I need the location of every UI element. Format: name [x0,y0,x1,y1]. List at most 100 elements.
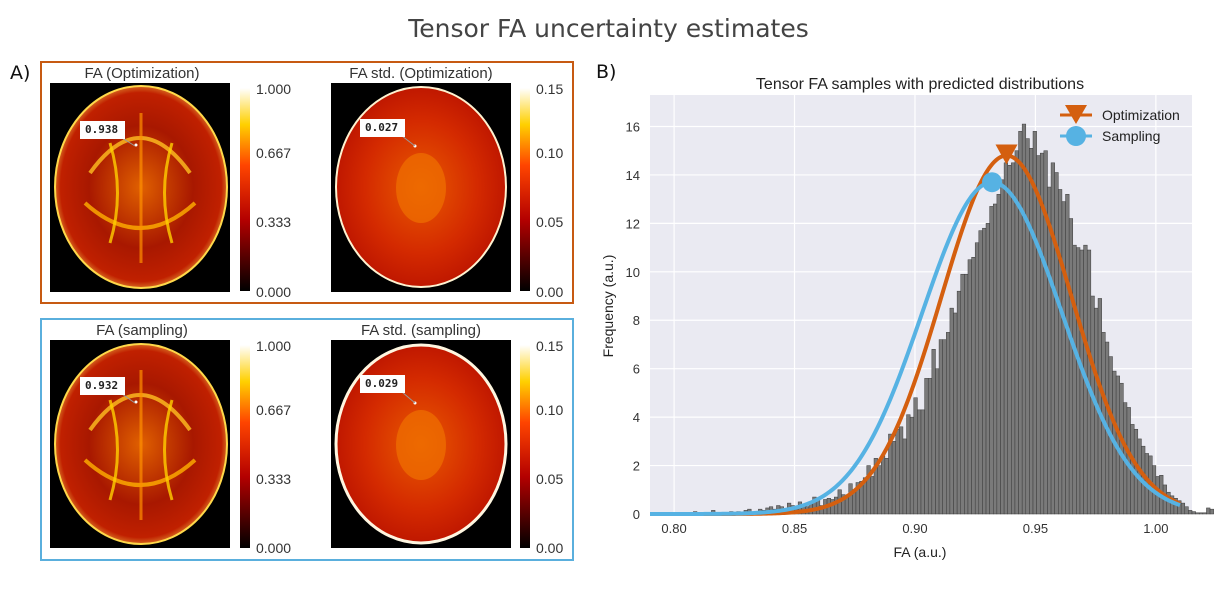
opt-fa-tick: 0.333 [256,214,292,230]
sampling-frame [40,318,574,561]
histogram-bar [859,481,864,515]
y-tick-label: 12 [626,216,640,231]
histogram-bar [971,257,976,515]
histogram-bar [1036,155,1041,515]
histogram-bar [899,426,904,515]
histogram-bar [989,206,994,515]
histogram-bar [1170,495,1175,515]
histogram-bar [906,414,911,515]
histogram-bar [750,512,756,515]
histogram-bar [902,438,907,515]
histogram-bar [953,312,958,515]
histogram-bar [1097,298,1102,515]
histogram-bar [935,368,940,515]
opt-std-tick: 0.10 [536,145,564,161]
histogram-bar [1195,512,1200,515]
smp-fa-image [50,340,230,548]
histogram-bar [1159,474,1164,515]
histogram-bar [1112,370,1117,515]
y-tick-label: 10 [626,265,640,280]
histogram-bar [1202,512,1207,515]
smp-std-image [331,340,511,548]
histogram-bar [805,506,810,515]
histogram-bar [1011,162,1016,515]
smp-std-callout [360,375,416,404]
histogram-bar [1083,244,1088,515]
smp-fa-title: FA (sampling) [96,322,188,339]
histogram-bar [830,499,835,515]
histogram-bar [855,482,860,515]
histogram-bar [768,506,774,515]
histogram-bar [783,508,788,515]
histogram-bar [841,494,846,515]
histogram-bar [1137,438,1142,515]
histogram-bar [1148,455,1153,515]
y-tick-label: 8 [633,313,640,328]
histogram-bar [881,455,886,515]
histogram-bar [1198,512,1204,515]
histogram-bar [946,332,951,515]
histogram-bar [1188,510,1193,515]
histogram-bar [848,483,853,515]
smp-std-tick: 0.15 [536,338,564,354]
optimization-frame [40,61,574,304]
opt-fa-image [50,83,230,292]
legend-label: Sampling [1102,128,1160,144]
opt-fa-title: FA (Optimization) [84,65,200,82]
histogram-bar [1094,307,1099,515]
histogram-bar [1206,507,1211,515]
histogram-bar [924,378,929,515]
histogram-bar [1184,506,1189,515]
smp-std-tick: 0.10 [536,402,564,418]
histogram-bar [1000,179,1005,515]
histogram-bar [776,505,781,515]
histogram-bar [942,339,947,515]
smp-fa-tick: 0.000 [256,540,292,556]
smp-std-callout-value: 0.029 [365,377,399,390]
histogram-bar [826,498,831,515]
histogram-bar [1079,249,1084,515]
y-tick-label: 0 [633,507,640,522]
histogram-bar [1065,194,1070,515]
histogram-bar [993,203,998,515]
histogram-bar [1209,508,1214,515]
figure-title: Tensor FA uncertainty estimates [408,14,809,43]
histogram-bar [985,223,990,515]
opt-fa-colorbar [240,88,250,291]
histogram-bar [1021,123,1027,515]
histogram-bar [819,505,824,515]
legend: Optimization Sampling [1060,105,1180,146]
histogram-bar [1050,162,1055,515]
histogram-bar [736,511,741,515]
histogram-bar [888,433,893,515]
opt-std-callout-value: 0.027 [365,121,399,134]
histogram-bar [1061,201,1066,515]
y-tick-label: 2 [633,459,640,474]
histogram-bar [949,307,954,515]
opt-std-tick: 0.15 [536,81,564,97]
histogram-bar [1029,148,1034,515]
histogram-bar [812,496,817,515]
smp-std-tick: 0.00 [536,540,564,556]
histogram-bar [740,512,745,515]
sampling-curve [650,180,1181,516]
histogram-bar [964,273,969,515]
sampling-marker [982,172,1003,193]
opt-std-title: FA std. (Optimization) [349,65,493,82]
smp-fa-callout [80,377,136,404]
plot-area [650,95,1192,514]
histogram-bar [895,428,900,515]
opt-std-colorbar [520,88,530,291]
histogram-bar [1155,476,1160,515]
opt-fa-tick: 1.000 [256,81,292,97]
optimization-curve [650,153,1181,516]
histogram-bar [956,290,961,515]
smp-std-colorbar [520,345,530,548]
x-tick-label: 0.95 [1023,521,1048,536]
histogram-bar [927,378,933,515]
histogram-bar [1162,484,1167,515]
histogram-bar [1072,244,1077,515]
histogram-bar [920,409,925,515]
histogram-bar [1126,407,1131,515]
histogram-bar [765,507,770,515]
